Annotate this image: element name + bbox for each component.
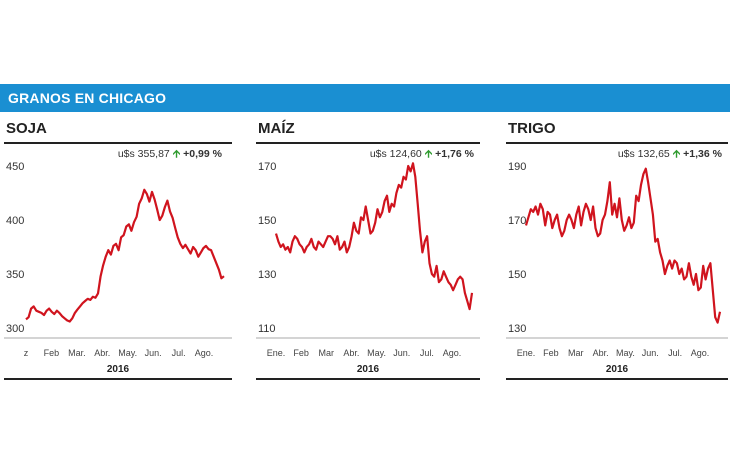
x-tick-label: Jul. (668, 348, 682, 358)
y-tick-label: 170 (508, 215, 526, 227)
x-tick-label: Jul. (420, 348, 434, 358)
y-tick-label: 450 (6, 161, 24, 173)
price-value: u$s 132,65 (617, 148, 670, 160)
price-change: +0,99 % (183, 148, 222, 160)
chart-plot: 130 150 170 190 Ene. Feb Mar Abr. May. Jun. Jul. Ag… (506, 161, 728, 358)
x-tick-label: Ene. (517, 348, 536, 358)
year-label: 2016 (605, 364, 629, 375)
x-tick-label: Ago. (443, 348, 462, 358)
y-tick-label: 150 (508, 269, 526, 281)
price-value: u$s 355,87 (117, 148, 170, 160)
y-tick-label: 110 (258, 323, 276, 335)
y-tick-label: 150 (258, 215, 276, 227)
x-tick-label: Abr. (343, 348, 359, 358)
x-tick-label: Jun. (145, 348, 162, 358)
y-tick-label: 130 (258, 269, 276, 281)
chart-panel-maiz: MAÍZ u$s 124,60 🡩 +1,76 % 110 130 150 170 En… (256, 116, 480, 380)
x-tick-label: Feb (543, 348, 559, 358)
price-series-line (274, 162, 474, 311)
y-tick-label: 130 (508, 323, 526, 335)
title-rule (4, 142, 232, 144)
x-tick-label: May. (118, 348, 137, 358)
x-tick-label: Ene. (267, 348, 286, 358)
chart-plot: 300 350 400 450 z Feb Mar. Abr. May. Jun. Jul. Ago. (4, 161, 232, 358)
x-tick-label: Ago. (195, 348, 214, 358)
price-series-line (25, 188, 225, 323)
y-tick-label: 400 (6, 215, 24, 227)
x-tick-label: May. (616, 348, 635, 358)
price-readout: u$s 355,87 🡩 +0,99 % (118, 146, 222, 164)
x-tick-label: Jun. (642, 348, 659, 358)
up-arrow-icon: 🡩 (172, 148, 181, 160)
price-readout: u$s 132,65 🡩 +1,36 % (618, 146, 722, 164)
bottom-rule (256, 378, 480, 380)
x-tick-label: Ago. (691, 348, 710, 358)
price-change: +1,36 % (683, 148, 722, 160)
year-label: 2016 (356, 364, 380, 375)
title-rule (506, 142, 728, 144)
chart-plot: 110 130 150 170 Ene. Feb Mar Abr. May. Jun. Jul. Ag… (256, 161, 480, 358)
chart-title: TRIGO (508, 120, 556, 137)
x-tick-label: Feb (293, 348, 309, 358)
price-readout: u$s 124,60 🡩 +1,76 % (370, 146, 474, 164)
chart-panel-soja: SOJA u$s 355,87 🡩 +0,99 % 300 350 400 450 z F… (4, 116, 232, 380)
x-tick-label: Mar (568, 348, 584, 358)
x-tick-label: Jun. (393, 348, 410, 358)
x-tick-label: Mar. (68, 348, 86, 358)
chart-title: SOJA (6, 120, 47, 137)
x-tick-label: z (24, 348, 29, 358)
section-banner: GRANOS EN CHICAGO (0, 84, 730, 112)
x-tick-label: Abr. (94, 348, 110, 358)
title-rule (256, 142, 480, 144)
bottom-rule (506, 378, 728, 380)
price-change: +1,76 % (435, 148, 474, 160)
y-tick-label: 190 (508, 161, 526, 173)
up-arrow-icon: 🡩 (672, 148, 681, 160)
price-series-line (524, 167, 722, 324)
bottom-rule (4, 378, 232, 380)
section-title: GRANOS EN CHICAGO (8, 90, 167, 106)
price-value: u$s 124,60 (369, 148, 422, 160)
x-tick-label: Mar (319, 348, 335, 358)
chart-title: MAÍZ (258, 120, 295, 137)
x-tick-label: Feb (44, 348, 60, 358)
up-arrow-icon: 🡩 (424, 148, 433, 160)
x-tick-label: May. (367, 348, 386, 358)
x-tick-label: Jul. (172, 348, 186, 358)
chart-panel-trigo: TRIGO u$s 132,65 🡩 +1,36 % 130 150 170 190 E… (506, 116, 728, 380)
y-tick-label: 300 (6, 323, 24, 335)
x-tick-label: Abr. (593, 348, 609, 358)
y-tick-label: 350 (6, 269, 24, 281)
year-label: 2016 (106, 364, 130, 375)
y-tick-label: 170 (258, 161, 276, 173)
